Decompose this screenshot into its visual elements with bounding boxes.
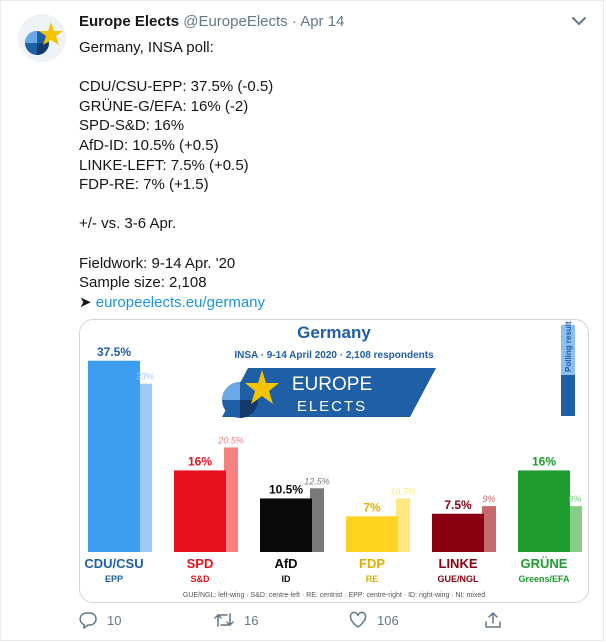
tweet-line: GRÜNE-G/EFA: 16% (-2) <box>79 97 249 115</box>
current-value-label: 16% <box>532 454 556 468</box>
share-icon <box>485 612 501 628</box>
tweet-actions: 10 16 106 <box>79 611 509 633</box>
current-result-bar <box>432 513 484 552</box>
chart-legend: Polling result <box>561 321 575 416</box>
current-value-label: 10.5% <box>269 482 303 496</box>
previous-value-label: 20.5% <box>217 435 244 445</box>
party-label: CDU/CSU <box>84 556 143 571</box>
tweet-line: AfD-ID: 10.5% (+0.5) <box>79 136 219 154</box>
bars-group: 37.5%33%CDU/CSUEPP16%20.5%SPDS&D10.5%12.… <box>84 345 582 584</box>
reply-count: 10 <box>107 612 122 628</box>
current-result-bar <box>260 498 312 552</box>
party-label: LINKE <box>439 556 478 571</box>
poll-chart: Germany INSA · 9-14 April 2020 · 2,108 r… <box>84 321 582 599</box>
party-label: AfD <box>274 556 297 571</box>
retweet-button[interactable]: 16 <box>214 611 258 629</box>
reply-icon <box>79 612 97 629</box>
group-label: S&D <box>190 574 210 584</box>
more-options-button[interactable] <box>569 11 589 31</box>
previous-result-bar <box>310 488 324 552</box>
tweet-date[interactable]: Apr 14 <box>300 13 345 30</box>
party-label: SPD <box>187 556 214 571</box>
tweet-line: FDP-RE: 7% (+1.5) <box>79 176 209 194</box>
retweet-count: 16 <box>244 612 259 628</box>
group-label: EPP <box>105 574 123 584</box>
tweet-line: SPD-S&D: 16% <box>79 117 185 135</box>
current-value-label: 7% <box>363 500 381 514</box>
poll-chart-card[interactable]: Germany INSA · 9-14 April 2020 · 2,108 r… <box>79 319 589 603</box>
current-result-bar <box>174 470 226 552</box>
tweet-line: Germany, INSA poll: <box>79 39 214 56</box>
legend-text: Polling result <box>564 321 573 372</box>
banner-line-1: EUROPE <box>292 374 372 395</box>
chart-title: Germany <box>297 323 371 342</box>
previous-result-bar <box>224 447 238 552</box>
previous-result-bar <box>138 383 152 552</box>
avatar[interactable] <box>18 14 66 62</box>
current-result-bar <box>346 516 398 552</box>
previous-value-label: 10.5% <box>390 486 416 496</box>
star-icon <box>245 370 279 404</box>
group-label: Greens/EFA <box>518 574 570 584</box>
tweet-line: Sample size: 2,108 <box>79 274 207 292</box>
group-label: GUE/NGL <box>437 574 479 584</box>
tweet-header: Europe Elects @EuropeElects · Apr 14 <box>79 13 344 30</box>
tweet-line: CDU/CSU-EPP: 37.5% (-0.5) <box>79 78 274 96</box>
tweet-link[interactable]: europeelects.eu/germany <box>95 293 266 311</box>
current-result-bar <box>88 360 140 552</box>
chart-footer: GUE/NGL: left-wing · S&D: centre-left · … <box>183 592 485 599</box>
tweet-text: Germany, INSA poll: CDU/CSU-EPP: 37.5% (… <box>79 38 579 312</box>
europe-elects-banner: EUROPE ELECTS <box>222 368 436 418</box>
current-value-label: 16% <box>188 454 212 468</box>
tweet-line: LINKE-LEFT: 7.5% (+0.5) <box>79 156 249 174</box>
current-value-label: 7.5% <box>444 498 472 512</box>
banner-line-2: ELECTS <box>297 398 367 415</box>
tweet-line: Fieldwork: 9-14 Apr. '20 <box>79 254 236 272</box>
share-button[interactable] <box>484 611 512 629</box>
tweet-link-line: ➤ europeelects.eu/germany <box>79 293 579 313</box>
like-button[interactable]: 106 <box>349 611 399 629</box>
tweet-line: +/- vs. 3-6 Apr. <box>79 215 177 233</box>
previous-value-label: 33% <box>136 372 154 382</box>
group-label: ID <box>282 574 292 584</box>
author-name[interactable]: Europe Elects <box>79 13 180 30</box>
like-count: 106 <box>377 612 399 628</box>
party-label: FDP <box>359 556 385 571</box>
heart-icon <box>349 611 367 628</box>
chart-subtitle: INSA · 9-14 April 2020 · 2,108 responden… <box>234 350 434 361</box>
separator-dot: · <box>291 13 297 30</box>
arrow-icon: ➤ <box>79 293 92 311</box>
reply-button[interactable]: 10 <box>79 611 121 629</box>
group-label: RE <box>366 574 379 584</box>
author-handle[interactable]: @EuropeElects <box>183 13 288 30</box>
previous-value-label: 9% <box>482 494 495 504</box>
current-result-bar <box>518 470 570 552</box>
previous-result-bar <box>396 498 410 552</box>
previous-result-bar <box>568 506 582 552</box>
previous-result-bar <box>482 506 496 552</box>
previous-value-label: 12.5% <box>304 476 330 486</box>
chevron-down-icon <box>572 17 586 25</box>
current-value-label: 37.5% <box>97 345 131 359</box>
previous-value-label: 9% <box>568 494 581 504</box>
europe-elects-logo-icon <box>18 14 66 62</box>
retweet-icon <box>214 613 234 627</box>
party-label: GRÜNE <box>521 556 568 571</box>
